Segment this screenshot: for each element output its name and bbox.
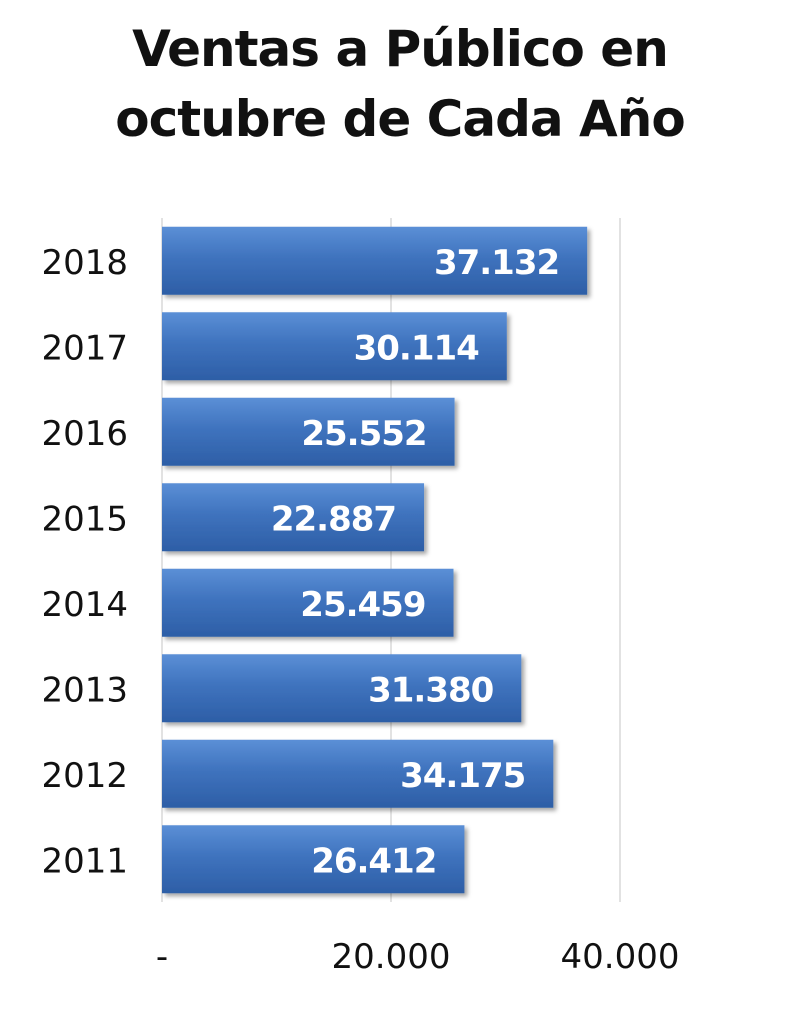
bar-2017	[162, 312, 507, 381]
bar-2018	[162, 226, 588, 295]
bar-value-label: 25.552	[301, 414, 426, 454]
category-label: 2016	[41, 414, 128, 454]
x-tick-label: -	[156, 937, 168, 977]
category-labels: 2018 2017 2016 2015 2014 2013 2012 2011	[41, 243, 128, 882]
chart-title-line-2: octubre de Cada Año	[115, 90, 685, 148]
bar-2013	[162, 654, 522, 723]
bar-2015	[162, 483, 425, 552]
bar-value-label: 26.412	[311, 841, 436, 881]
bar-value-label: 25.459	[300, 585, 425, 625]
x-tick-label: 20.000	[332, 937, 451, 977]
bars: 37.132 30.114 25.552 22.887 25.459 31.380 34.1…	[162, 226, 588, 894]
bar-value-label: 30.114	[354, 328, 480, 368]
category-label: 2012	[41, 756, 128, 796]
x-tick-labels: - 20.000 40.000	[156, 937, 680, 977]
chart-title-line-1: Ventas a Público en	[132, 20, 669, 78]
bar-value-label: 37.132	[434, 243, 559, 283]
bar-value-label: 34.175	[400, 756, 525, 796]
category-label: 2015	[41, 499, 128, 539]
bar-2016	[162, 397, 455, 466]
bar-value-label: 22.887	[271, 499, 396, 539]
category-label: 2013	[41, 670, 128, 710]
category-label: 2018	[41, 243, 128, 283]
category-label: 2011	[41, 841, 128, 881]
chart-title: Ventas a Público en octubre de Cada Año	[0, 14, 800, 154]
category-label: 2014	[41, 585, 128, 625]
category-label: 2017	[41, 328, 128, 368]
x-tick-label: 40.000	[561, 937, 680, 977]
bar-2014	[162, 568, 454, 637]
bar-2012	[162, 739, 554, 808]
bar-2011	[162, 825, 465, 894]
bar-value-label: 31.380	[368, 670, 494, 710]
